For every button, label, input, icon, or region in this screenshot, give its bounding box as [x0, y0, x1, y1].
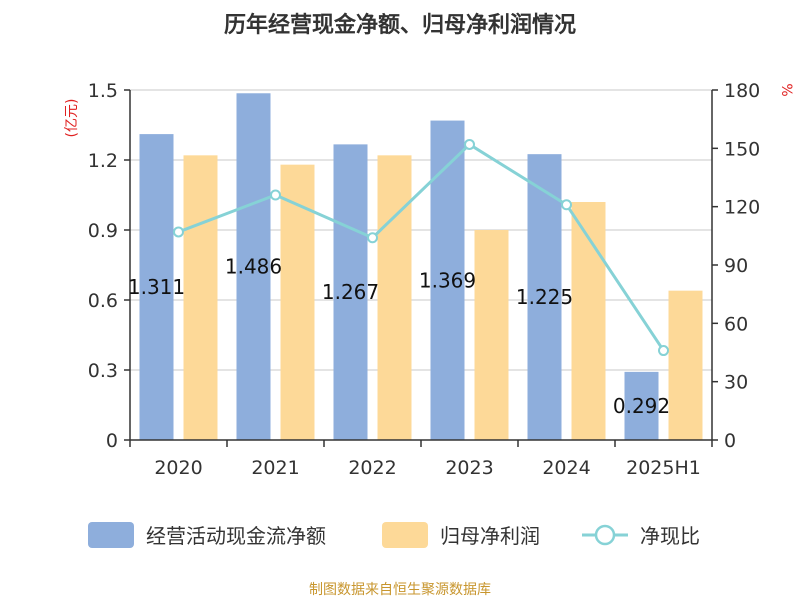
x-axis-ticks: 2020 2021 2022 2023 2024 2025H1: [129, 440, 713, 479]
line-point: [464, 138, 475, 150]
bar-cashflow: [236, 93, 271, 441]
bar-netprofit: [668, 290, 703, 440]
right-axis-ticks: 0 30 60 90 120 150 180: [712, 80, 760, 452]
legend-label-netprofit: 归母净利润: [440, 524, 540, 548]
bar-netprofit: [571, 202, 606, 440]
right-tick-label: 60: [724, 313, 748, 335]
legend-marker-ratio: [594, 524, 616, 546]
data-label: 1.225: [516, 285, 573, 309]
bar-cashflow: [624, 371, 659, 440]
bar-cashflow: [430, 120, 465, 441]
line-series: [173, 138, 669, 357]
x-tick-label: 2022: [348, 457, 396, 479]
left-tick-label: 0.9: [88, 220, 118, 242]
x-tick-label: 2024: [542, 457, 590, 479]
bar-series: [139, 93, 703, 441]
legend-swatch-cashflow: [88, 522, 134, 548]
data-label: 1.267: [322, 280, 379, 304]
right-tick-label: 0: [724, 430, 736, 452]
legend-label-cashflow: 经营活动现金流净额: [146, 524, 326, 548]
left-tick-label: 0: [106, 430, 118, 452]
right-tick-label: 150: [724, 138, 760, 160]
line-ratio: [177, 142, 665, 352]
gridlines: [130, 89, 712, 371]
data-label: 0.292: [613, 394, 670, 418]
bar-cashflow: [333, 144, 368, 440]
legend: 经营活动现金流净额 归母净利润 净现比: [88, 522, 700, 548]
chart-title: 历年经营现金净额、归母净利润情况: [224, 12, 576, 38]
line-point: [658, 345, 669, 357]
line-point: [367, 232, 378, 244]
right-tick-label: 30: [724, 372, 748, 394]
data-label: 1.486: [225, 255, 282, 279]
legend-label-ratio: 净现比: [640, 524, 700, 548]
line-point: [173, 226, 184, 238]
x-tick-label: 2023: [445, 457, 493, 479]
right-tick-label: 180: [724, 80, 760, 102]
left-axis-ticks: 0 0.3 0.6 0.9 1.2 1.5: [88, 80, 130, 452]
x-tick-label: 2021: [251, 457, 299, 479]
right-axis-unit: %: [778, 83, 794, 96]
right-tick-label: 90: [724, 255, 748, 277]
legend-swatch-netprofit: [382, 522, 428, 548]
data-label: 1.311: [128, 275, 185, 299]
left-tick-label: 0.6: [88, 290, 118, 312]
left-axis-unit: (亿元): [64, 99, 80, 138]
left-tick-label: 0.3: [88, 360, 118, 382]
right-tick-label: 120: [724, 197, 760, 219]
bar-netprofit: [183, 155, 218, 441]
left-tick-label: 1.2: [88, 150, 118, 172]
bar-netprofit: [377, 155, 412, 441]
data-label: 1.369: [419, 268, 476, 292]
bar-cashflow: [139, 134, 174, 440]
x-tick-label: 2020: [154, 457, 202, 479]
x-tick-label: 2025H1: [626, 457, 701, 479]
data-labels: 1.311 1.486 1.267 1.369 1.225 0.292: [128, 255, 670, 418]
line-point: [270, 189, 281, 201]
left-tick-label: 1.5: [88, 80, 118, 102]
source-note: 制图数据来自恒生聚源数据库: [309, 582, 491, 598]
bar-cashflow: [527, 154, 562, 440]
bar-netprofit: [474, 230, 509, 440]
line-point: [561, 199, 572, 211]
